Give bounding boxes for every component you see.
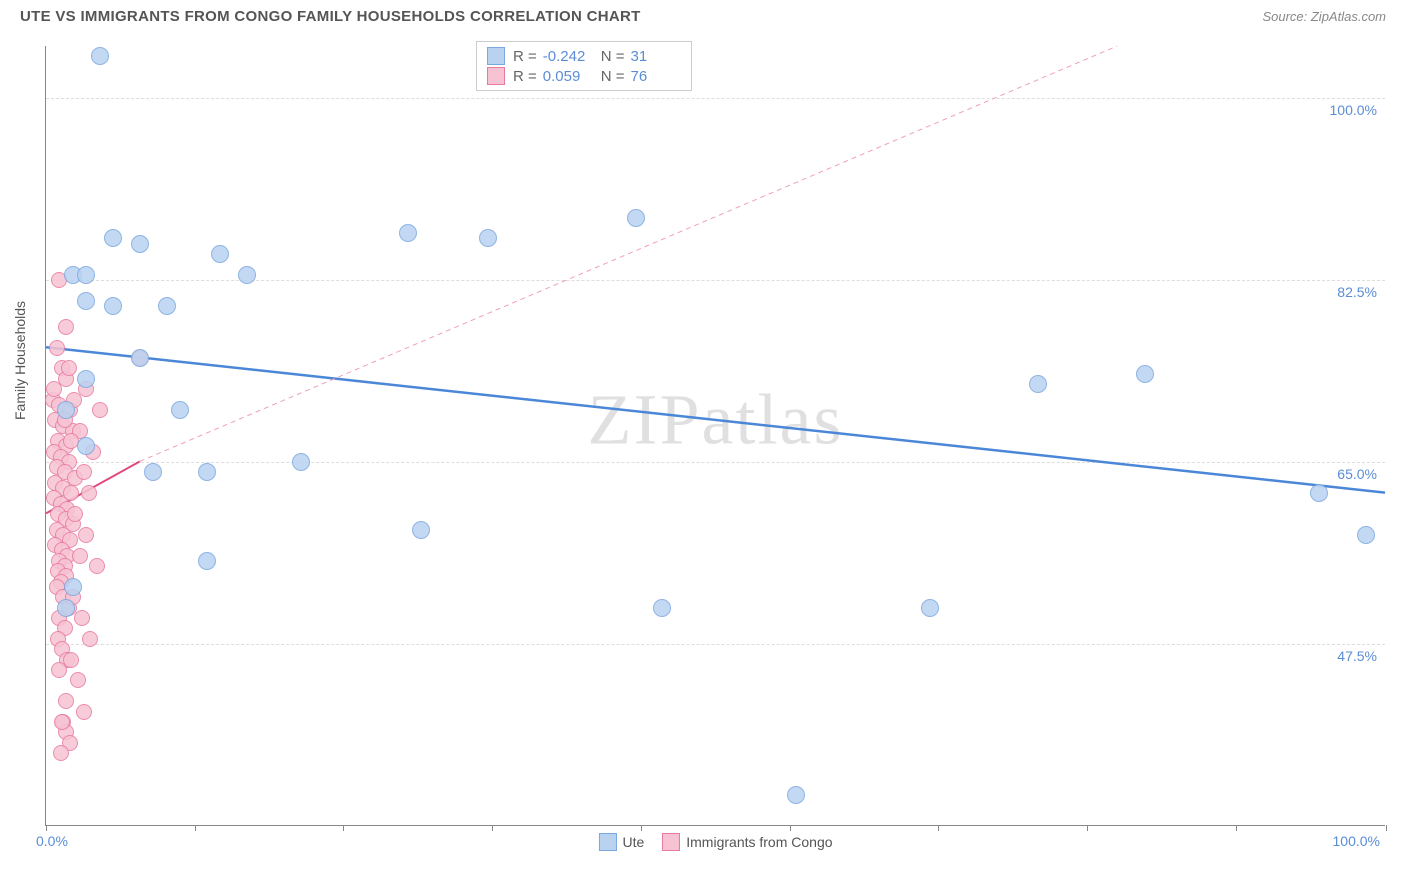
data-point — [1029, 375, 1047, 393]
data-point — [74, 610, 90, 626]
x-axis-max-label: 100.0% — [1333, 833, 1380, 849]
data-point — [104, 297, 122, 315]
data-point — [131, 349, 149, 367]
y-axis-label: Family Households — [12, 301, 28, 420]
n-label: N = — [601, 48, 625, 65]
r-label: R = — [513, 68, 537, 85]
legend-item-congo: Immigrants from Congo — [662, 833, 832, 851]
data-point — [399, 224, 417, 242]
n-value-congo: 76 — [631, 68, 681, 85]
x-tick — [641, 825, 642, 831]
n-value-ute: 31 — [631, 48, 681, 65]
data-point — [92, 402, 108, 418]
source-label: Source: ZipAtlas.com — [1262, 9, 1386, 24]
x-tick — [938, 825, 939, 831]
legend-label-ute: Ute — [622, 834, 644, 850]
legend: Ute Immigrants from Congo — [598, 833, 832, 851]
data-point — [198, 463, 216, 481]
data-point — [81, 485, 97, 501]
data-point — [1310, 484, 1328, 502]
data-point — [76, 464, 92, 480]
x-axis-min-label: 0.0% — [36, 833, 68, 849]
data-point — [76, 704, 92, 720]
data-point — [58, 319, 74, 335]
data-point — [292, 453, 310, 471]
swatch-ute — [487, 47, 505, 65]
watermark-text: ZIPatlas — [588, 378, 844, 461]
data-point — [412, 521, 430, 539]
data-point — [1357, 526, 1375, 544]
data-point — [63, 652, 79, 668]
data-point — [57, 599, 75, 617]
stats-row-congo: R = 0.059 N = 76 — [487, 66, 681, 86]
x-tick — [790, 825, 791, 831]
data-point — [64, 578, 82, 596]
r-value-congo: 0.059 — [543, 68, 593, 85]
r-label: R = — [513, 48, 537, 65]
chart-title: UTE VS IMMIGRANTS FROM CONGO FAMILY HOUS… — [20, 8, 641, 25]
x-tick — [343, 825, 344, 831]
y-tick-label: 82.5% — [1337, 284, 1377, 300]
data-point — [921, 599, 939, 617]
y-tick-label: 100.0% — [1330, 102, 1377, 118]
data-point — [91, 47, 109, 65]
r-value-ute: -0.242 — [543, 48, 593, 65]
data-point — [77, 370, 95, 388]
data-point — [77, 292, 95, 310]
data-point — [198, 552, 216, 570]
data-point — [58, 693, 74, 709]
data-point — [46, 381, 62, 397]
data-point — [82, 631, 98, 647]
gridline — [46, 462, 1385, 463]
data-point — [1136, 365, 1154, 383]
data-point — [53, 745, 69, 761]
x-tick — [492, 825, 493, 831]
data-point — [57, 401, 75, 419]
data-point — [627, 209, 645, 227]
gridline — [46, 644, 1385, 645]
legend-swatch-ute — [598, 833, 616, 851]
y-tick-label: 65.0% — [1337, 466, 1377, 482]
x-tick — [1236, 825, 1237, 831]
x-tick — [195, 825, 196, 831]
n-label: N = — [601, 68, 625, 85]
legend-swatch-congo — [662, 833, 680, 851]
data-point — [211, 245, 229, 263]
y-tick-label: 47.5% — [1337, 648, 1377, 664]
chart-plot-area: ZIPatlas 47.5% 65.0% 82.5% 100.0% R = -0.24… — [45, 46, 1385, 826]
data-point — [653, 599, 671, 617]
data-point — [479, 229, 497, 247]
data-point — [72, 548, 88, 564]
data-point — [787, 786, 805, 804]
x-tick — [1386, 825, 1387, 831]
data-point — [54, 714, 70, 730]
swatch-congo — [487, 67, 505, 85]
legend-item-ute: Ute — [598, 833, 644, 851]
data-point — [104, 229, 122, 247]
correlation-stats-box: R = -0.242 N = 31 R = 0.059 N = 76 — [476, 41, 692, 91]
data-point — [144, 463, 162, 481]
legend-label-congo: Immigrants from Congo — [686, 834, 832, 850]
data-point — [158, 297, 176, 315]
data-point — [131, 235, 149, 253]
data-point — [78, 527, 94, 543]
data-point — [238, 266, 256, 284]
data-point — [70, 672, 86, 688]
data-point — [89, 558, 105, 574]
data-point — [67, 506, 83, 522]
data-point — [61, 360, 77, 376]
data-point — [49, 340, 65, 356]
stats-row-ute: R = -0.242 N = 31 — [487, 46, 681, 66]
x-tick — [1087, 825, 1088, 831]
data-point — [77, 266, 95, 284]
x-tick — [46, 825, 47, 831]
gridline — [46, 98, 1385, 99]
data-point — [77, 437, 95, 455]
data-point — [171, 401, 189, 419]
